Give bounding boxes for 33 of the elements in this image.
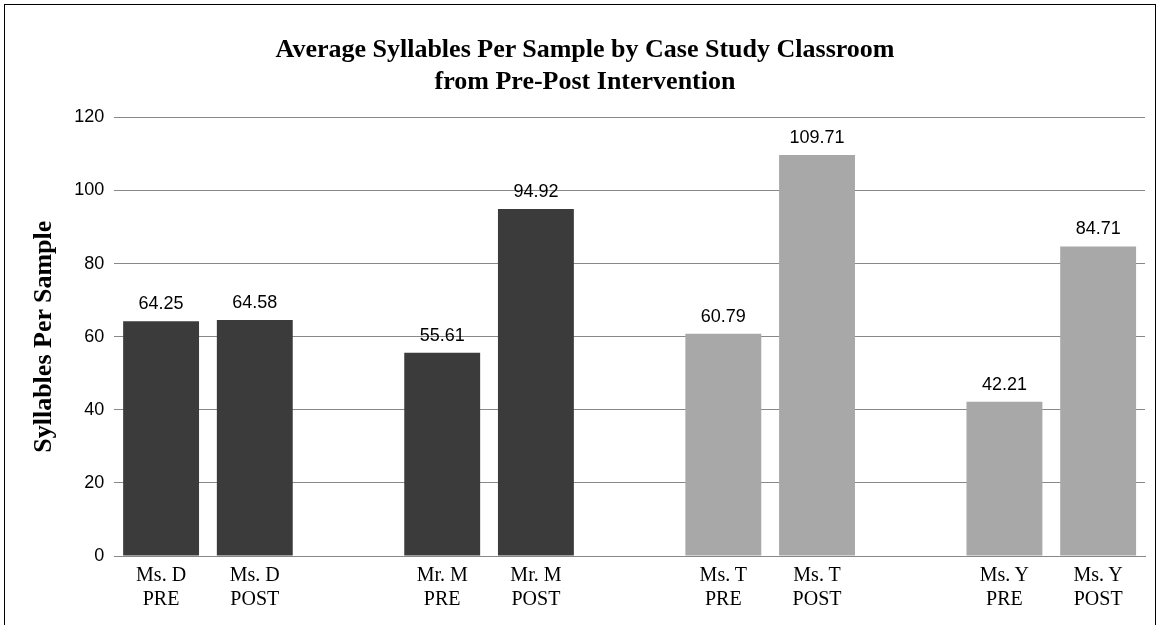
y-tick-label: 0 (94, 544, 105, 565)
x-tick-label: Ms. D PRE (136, 563, 187, 610)
y-tick-label: 20 (84, 471, 105, 492)
x-tick-label: Ms. Y PRE (979, 563, 1030, 610)
bar (216, 319, 293, 556)
bar (779, 155, 855, 556)
data-label: 84.71 (1075, 218, 1121, 239)
bar (685, 333, 762, 556)
data-label: 60.79 (700, 305, 746, 326)
x-tick-label: Ms. D POST (229, 563, 280, 610)
data-label: 64.25 (138, 293, 184, 314)
y-tick-label: 120 (74, 106, 105, 127)
bar (123, 321, 200, 556)
bar (404, 352, 481, 556)
x-tick-label: Ms. Y POST (1073, 563, 1123, 610)
y-tick-label: 80 (84, 252, 105, 273)
x-tick-label: Mr. M PRE (416, 563, 468, 610)
y-axis-title: Syllables Per Sample (28, 220, 58, 453)
data-label: 64.58 (232, 291, 278, 312)
x-tick-label: Mr. M POST (510, 563, 562, 610)
data-label: 42.21 (981, 373, 1027, 394)
x-tick-label: Ms. T PRE (699, 563, 748, 610)
bar (1060, 246, 1137, 556)
chart-title: Average Syllables Per Sample by Case Study Classroom from Pre-Post Intervention (275, 34, 895, 95)
y-tick-label: 100 (74, 179, 105, 200)
x-tick-label: Ms. T POST (792, 563, 842, 610)
bar (497, 209, 574, 556)
y-tick-label: 60 (84, 325, 105, 346)
data-label: 94.92 (513, 181, 559, 202)
y-tick-label: 40 (84, 398, 105, 419)
data-label: 109.71 (789, 126, 845, 147)
data-label: 55.61 (419, 324, 465, 345)
bar (966, 401, 1043, 556)
